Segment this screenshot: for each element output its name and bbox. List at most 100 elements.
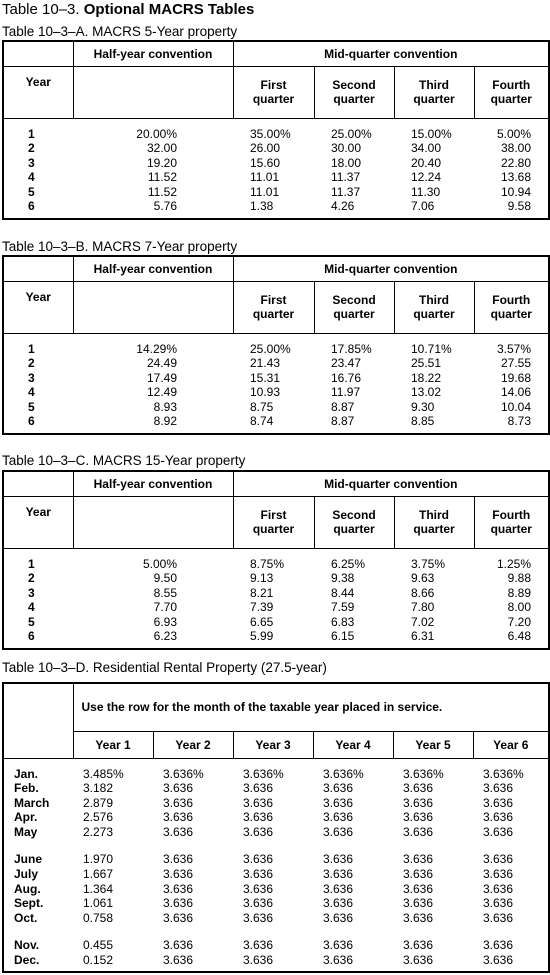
rate-cell: 3.636 <box>323 896 354 911</box>
year-cell: 2 <box>28 356 35 371</box>
year-cell: 1 <box>28 556 35 571</box>
half-year-cell: 8.92 <box>153 414 177 429</box>
half-year-cell: 14.29% <box>136 341 177 356</box>
rate-cell: 2.273 <box>83 824 114 839</box>
data-row: 4 11.52 11.01 11.37 12.24 13.68 <box>3 170 549 185</box>
group-header-row: Half-year convention Mid-quarter conventi… <box>2 40 550 67</box>
half-year-cell: 7.70 <box>153 600 177 615</box>
data-row: 4 7.70 7.39 7.59 7.80 8.00 <box>3 600 549 615</box>
mid-quarter-header: Mid-quarter convention <box>232 470 550 497</box>
rate-cell: 0.152 <box>83 953 114 968</box>
spacer-cell <box>3 644 549 649</box>
quarter-cell: 30.00 <box>331 141 362 156</box>
month-cell: Oct. <box>14 910 38 925</box>
rate-cell: 3.636 <box>403 852 434 867</box>
quarter-cell: 6.65 <box>250 614 274 629</box>
table-caption: Table 10–3–A. MACRS 5-Year property <box>2 24 238 39</box>
half-year-cell: 8.93 <box>153 399 177 414</box>
month-cell: June <box>14 852 43 867</box>
table-head: Use the row for the month of the taxable… <box>2 682 550 759</box>
quarter-cell: 8.85 <box>411 414 435 429</box>
column-header-row: Year First quarter Second quarter Third qua… <box>2 495 550 549</box>
quarter-cell: 11.97 <box>331 385 361 400</box>
quarter-cell: 26.00 <box>250 141 281 156</box>
year-header: Year <box>2 65 74 119</box>
half-year-header: Half-year convention <box>72 470 234 497</box>
rate-cell: 3.636 <box>483 852 514 867</box>
rate-cell: 1.364 <box>83 881 114 896</box>
table-caption: Table 10–3–C. MACRS 15-Year property <box>2 453 246 468</box>
data-row: 5 8.93 8.75 8.87 9.30 10.04 <box>3 400 549 415</box>
instruction-row: Use the row for the month of the taxable… <box>2 682 550 759</box>
rate-cell: 3.636 <box>483 781 514 796</box>
table-body: Jan. 3.485% 3.636% 3.636% 3.636% 3.636% 3.636%… <box>3 758 549 972</box>
rate-cell: 3.636 <box>163 810 194 825</box>
rate-cell: 3.636 <box>483 953 514 968</box>
quarter-cell: 11.01 <box>250 170 280 185</box>
quarter-header: Second quarter <box>313 65 395 119</box>
rate-cell: 3.636% <box>323 766 364 781</box>
month-cell: May <box>14 824 38 839</box>
quarter-cell: 34.00 <box>411 141 442 156</box>
quarter-cell: 4.26 <box>331 199 355 214</box>
rate-cell: 3.636 <box>403 953 434 968</box>
year-cell: 2 <box>28 571 35 586</box>
mid-quarter-header: Mid-quarter convention <box>232 40 550 67</box>
blank-cell <box>72 495 234 549</box>
rate-cell: 3.636 <box>163 824 194 839</box>
year-cell: 6 <box>28 629 35 644</box>
quarter-cell: 38.00 <box>501 141 532 156</box>
half-year-cell: 6.93 <box>153 614 177 629</box>
year-cell: 5 <box>28 184 35 199</box>
quarter-cell: 8.74 <box>250 414 274 429</box>
spacer-cell <box>3 925 549 938</box>
month-cell: July <box>14 867 39 882</box>
data-row: 2 9.50 9.13 9.38 9.63 9.88 <box>3 571 549 586</box>
quarter-cell: 20.40 <box>411 155 442 170</box>
rate-cell: 3.636 <box>243 896 274 911</box>
half-year-cell: 32.00 <box>146 141 177 156</box>
rate-cell: 3.636 <box>403 810 434 825</box>
quarter-header: Fourth quarter <box>473 65 550 119</box>
rate-cell: 3.636 <box>483 896 514 911</box>
spacer-cell <box>3 429 549 434</box>
rate-cell: 3.636% <box>483 766 524 781</box>
rate-cell: 3.636 <box>243 852 274 867</box>
data-row: 5 11.52 11.01 11.37 11.30 10.94 <box>3 185 549 200</box>
quarter-cell: 13.68 <box>501 170 532 185</box>
rate-cell: 1.667 <box>83 867 114 882</box>
rate-cell: 3.636 <box>163 896 194 911</box>
spacer <box>3 925 549 938</box>
rate-cell: 3.636 <box>243 781 274 796</box>
spacer-cell <box>3 968 549 972</box>
quarter-cell: 12.24 <box>411 170 442 185</box>
year-cell: 5 <box>28 399 35 414</box>
rate-cell: 3.636 <box>403 910 434 925</box>
column-header-row: Year First quarter Second quarter Third qua… <box>2 280 550 334</box>
table-head: Half-year convention Mid-quarter conventi… <box>2 255 550 334</box>
rate-cell: 3.636 <box>323 867 354 882</box>
spacer-cell <box>3 548 549 557</box>
data-row: 4 12.49 10.93 11.97 13.02 14.06 <box>3 385 549 400</box>
quarter-header: Third quarter <box>393 495 475 549</box>
year-cell: 5 <box>28 614 35 629</box>
blank-cell <box>2 682 74 759</box>
rate-cell: 0.758 <box>83 910 114 925</box>
half-year-cell: 11.52 <box>147 170 177 185</box>
year-cell: 6 <box>28 414 35 429</box>
quarter-cell: 8.44 <box>331 585 355 600</box>
data-row: 2 32.00 26.00 30.00 34.00 38.00 <box>3 141 549 156</box>
year-header: Year <box>2 280 74 334</box>
quarter-cell: 15.00% <box>411 126 452 141</box>
quarter-header: First quarter <box>232 495 315 549</box>
data-row: 5 6.93 6.65 6.83 7.02 7.20 <box>3 615 549 630</box>
quarter-cell: 8.89 <box>507 585 532 600</box>
data-row: Apr. 2.576 3.636 3.636 3.636 3.636 3.636 <box>3 810 549 825</box>
spacer <box>3 548 549 557</box>
quarter-header: First quarter <box>232 65 315 119</box>
rate-cell: 3.636% <box>403 766 444 781</box>
macrs-table: Half-year convention Mid-quarter conventi… <box>2 255 550 436</box>
quarter-cell: 19.68 <box>501 370 532 385</box>
table-head: Half-year convention Mid-quarter conventi… <box>2 40 550 119</box>
rate-cell: 3.636 <box>163 938 194 953</box>
